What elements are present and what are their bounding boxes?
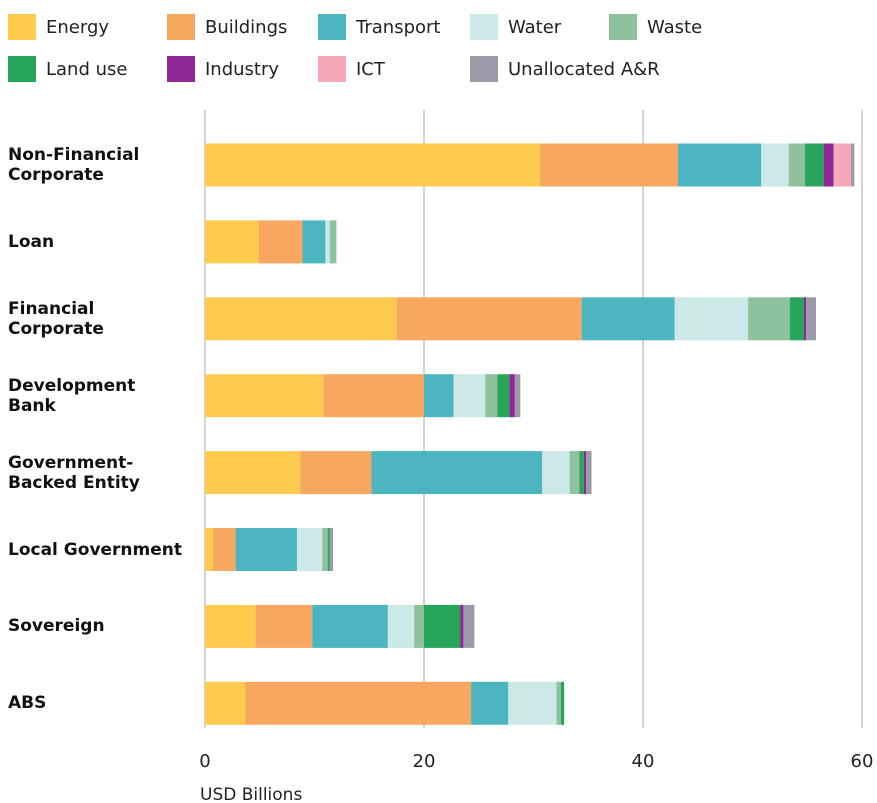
bar-segment: [205, 681, 246, 725]
bar-segment: [497, 374, 510, 418]
bar-segment: [205, 297, 397, 341]
bar-segment: [748, 297, 790, 341]
bar-segment: [485, 374, 498, 418]
bar-segment: [329, 220, 337, 264]
x-tick-label: 20: [413, 751, 436, 772]
bar-segment: [460, 604, 464, 648]
bar-segment: [387, 604, 415, 648]
bar-segment: [312, 604, 388, 648]
legend-label: Industry: [205, 59, 279, 80]
legend-swatch: [609, 14, 637, 40]
bar-segment: [300, 451, 372, 495]
bar-segment: [329, 528, 334, 571]
bar-segment: [258, 220, 303, 264]
x-tick-label: 60: [851, 751, 874, 772]
x-tick-label: 40: [632, 751, 655, 772]
bar-segment: [323, 374, 424, 418]
legend-swatch: [167, 14, 195, 40]
category-label: ABS: [8, 693, 47, 714]
bar-segment: [761, 143, 789, 187]
bar-segment: [789, 297, 804, 341]
bar-segment: [674, 297, 749, 341]
bar-segment: [833, 143, 852, 187]
bar-segment: [823, 143, 834, 187]
bar-segment: [205, 220, 259, 264]
legend-swatch: [470, 14, 498, 40]
category-label: Financial Corporate: [8, 298, 104, 339]
bar-segment: [509, 374, 515, 418]
legend-label: Energy: [46, 17, 109, 38]
legend-label: Water: [508, 17, 562, 38]
legend-swatch: [8, 56, 36, 82]
bar-segment: [327, 528, 330, 571]
bar-segment: [560, 681, 565, 725]
bar-segment: [463, 604, 475, 648]
bar-segment: [803, 297, 807, 341]
legend-swatch: [318, 56, 346, 82]
bar-segment: [806, 297, 817, 341]
bar-segment: [581, 297, 675, 341]
bar-segment: [396, 297, 582, 341]
bar-segment: [235, 528, 297, 571]
bar-segment: [205, 528, 213, 571]
category-label: Sovereign: [8, 616, 105, 637]
bar-segment: [851, 143, 855, 187]
bar-segment: [471, 681, 509, 725]
legend-label: Transport: [355, 17, 440, 38]
bar-segment: [325, 220, 330, 264]
legend-label: Waste: [647, 17, 702, 38]
bar-segment: [788, 143, 806, 187]
bar-segment: [569, 451, 580, 495]
bar-segment: [583, 451, 587, 495]
bar-segment: [322, 528, 328, 571]
bar-segment: [205, 374, 324, 418]
bar-segment: [805, 143, 824, 187]
bar-segment: [205, 604, 256, 648]
legend-swatch: [318, 14, 346, 40]
category-label: Non-Financial Corporate: [8, 145, 140, 185]
x-axis-label: USD Billions: [200, 785, 302, 803]
x-tick-label: 0: [199, 751, 210, 772]
legend-swatch: [8, 14, 36, 40]
bar-segment: [424, 374, 454, 418]
legend-label: ICT: [356, 59, 386, 80]
bar-segment: [371, 451, 543, 495]
bar-segment: [205, 451, 301, 495]
bar-segment: [302, 220, 326, 264]
bar-segment: [556, 681, 561, 725]
bar-segment: [205, 143, 541, 187]
bar-segment: [678, 143, 762, 187]
bar-segment: [296, 528, 323, 571]
bar-segment: [424, 604, 461, 648]
bar-segment: [508, 681, 557, 725]
category-label: Local Government: [8, 539, 183, 560]
bar-segment: [414, 604, 424, 648]
bar-segment: [542, 451, 570, 495]
bar-segment: [212, 528, 236, 571]
category-label: Loan: [8, 231, 55, 252]
bar-segment: [255, 604, 313, 648]
legend-swatch: [167, 56, 195, 82]
bar-segment: [540, 143, 679, 187]
category-label: Development Bank: [8, 375, 136, 416]
bar-segment: [514, 374, 521, 418]
bar-segment: [586, 451, 592, 495]
legend-label: Unallocated A&R: [508, 59, 660, 80]
bar-segment: [579, 451, 584, 495]
legend-label: Buildings: [205, 17, 287, 38]
legend-swatch: [470, 56, 498, 82]
legend-label: Land use: [46, 59, 127, 80]
category-label: Government- Backed Entity: [8, 452, 140, 493]
bar-segment: [245, 681, 472, 725]
bar-segment: [453, 374, 486, 418]
